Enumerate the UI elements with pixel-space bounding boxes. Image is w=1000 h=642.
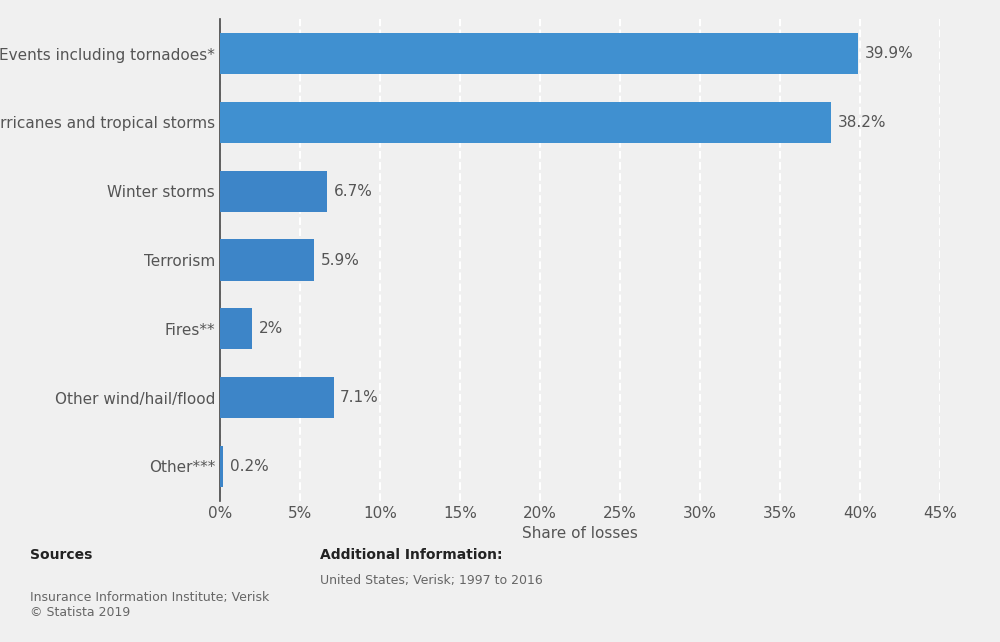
Bar [220,377,334,418]
Bar [220,308,252,349]
Text: Additional Information:: Additional Information: [320,548,503,562]
Bar [220,33,858,74]
Bar [220,446,223,487]
Text: Insurance Information Institute; Verisk
© Statista 2019: Insurance Information Institute; Verisk … [30,591,269,620]
Bar [220,239,314,281]
Text: United States; Verisk; 1997 to 2016: United States; Verisk; 1997 to 2016 [320,574,543,587]
Text: Sources: Sources [30,548,92,562]
Text: 7.1%: 7.1% [340,390,379,405]
Text: 0.2%: 0.2% [230,459,268,474]
Bar [220,171,327,212]
Text: 39.9%: 39.9% [865,46,914,61]
Text: 5.9%: 5.9% [321,252,360,268]
Text: 38.2%: 38.2% [838,115,886,130]
Bar [220,102,831,143]
Text: 2%: 2% [258,321,283,336]
X-axis label: Share of losses: Share of losses [522,526,638,541]
Text: 6.7%: 6.7% [334,184,372,199]
